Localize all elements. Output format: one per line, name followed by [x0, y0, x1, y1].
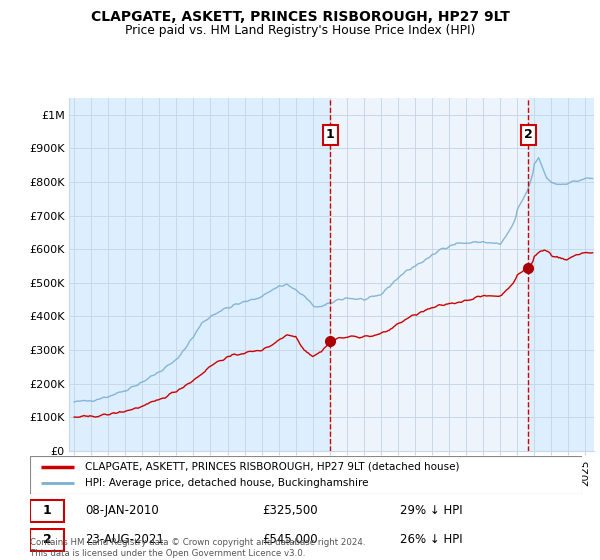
Text: Contains HM Land Registry data © Crown copyright and database right 2024.
This d: Contains HM Land Registry data © Crown c… [30, 538, 365, 558]
Text: £325,500: £325,500 [262, 504, 317, 517]
Text: CLAPGATE, ASKETT, PRINCES RISBOROUGH, HP27 9LT (detached house): CLAPGATE, ASKETT, PRINCES RISBOROUGH, HP… [85, 461, 460, 472]
Text: 08-JAN-2010: 08-JAN-2010 [85, 504, 159, 517]
Text: HPI: Average price, detached house, Buckinghamshire: HPI: Average price, detached house, Buck… [85, 478, 368, 488]
Text: 2: 2 [524, 128, 533, 142]
Text: 29% ↓ HPI: 29% ↓ HPI [400, 504, 463, 517]
Text: 1: 1 [43, 504, 52, 517]
Text: 26% ↓ HPI: 26% ↓ HPI [400, 533, 463, 547]
Text: 2: 2 [43, 533, 52, 547]
Text: £545,000: £545,000 [262, 533, 317, 547]
Text: 1: 1 [326, 128, 335, 142]
Text: CLAPGATE, ASKETT, PRINCES RISBOROUGH, HP27 9LT: CLAPGATE, ASKETT, PRINCES RISBOROUGH, HP… [91, 10, 509, 24]
Bar [331, 98, 528, 451]
Text: 23-AUG-2021: 23-AUG-2021 [85, 533, 164, 547]
Bar [30, 500, 64, 522]
Text: Price paid vs. HM Land Registry's House Price Index (HPI): Price paid vs. HM Land Registry's House … [125, 24, 475, 36]
Bar [30, 529, 64, 551]
